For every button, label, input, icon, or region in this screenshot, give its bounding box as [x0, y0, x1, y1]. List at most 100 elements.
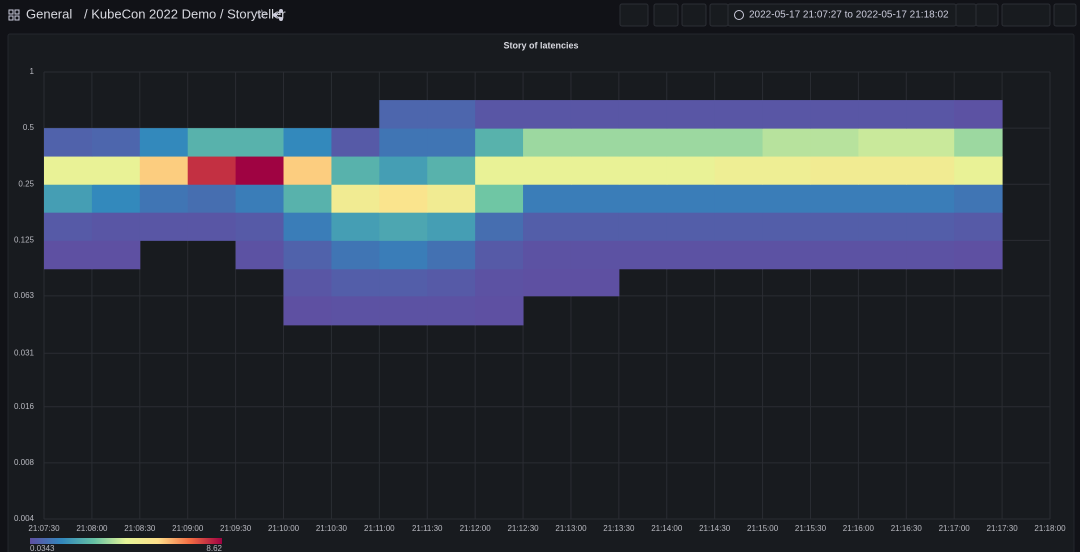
heatmap-cell — [523, 100, 572, 129]
heatmap-cell — [762, 184, 811, 213]
heatmap-cell — [187, 128, 237, 157]
heatmap-cell — [91, 212, 141, 241]
heatmap-cell — [810, 100, 859, 129]
heatmap-cell — [762, 156, 811, 185]
heatmap-cell — [139, 128, 189, 157]
heatmap-plot: 10.50.250.1250.0630.0310.0160.0080.00421… — [14, 67, 1066, 552]
y-tick-label: 0.125 — [14, 235, 35, 244]
y-tick-label: 1 — [30, 67, 35, 76]
x-tick-label: 21:14:30 — [699, 524, 731, 533]
zoom-out-button[interactable] — [975, 3, 999, 27]
heatmap-cell — [523, 212, 572, 241]
heatmap-cell — [283, 268, 332, 297]
heatmap-cell — [570, 212, 620, 241]
heatmap-cell — [570, 268, 620, 297]
heatmap-cell — [762, 100, 811, 129]
heatmap-cell — [475, 100, 524, 129]
heatmap-cell — [427, 184, 476, 213]
heatmap-cell — [523, 268, 572, 297]
star-icon[interactable]: ☆ — [256, 6, 268, 21]
color-scale — [30, 538, 222, 544]
heatmap-cell — [858, 128, 907, 157]
heatmap-cell — [91, 240, 141, 270]
heatmap-cell — [187, 184, 237, 213]
x-tick-label: 21:09:00 — [172, 524, 204, 533]
heatmap-cell — [91, 128, 141, 157]
heatmap-cell — [475, 240, 524, 270]
heatmap-cell — [906, 128, 955, 157]
time-forward-button[interactable] — [955, 3, 977, 27]
x-tick-label: 21:13:00 — [555, 524, 587, 533]
breadcrumb-root[interactable]: General — [26, 6, 72, 21]
heatmap-cell — [331, 128, 380, 157]
x-tick-label: 21:11:00 — [364, 524, 395, 533]
heatmap-cell — [475, 128, 524, 157]
heatmap-cell — [762, 212, 811, 241]
heatmap-cell — [331, 212, 380, 241]
heatmap-cell — [44, 212, 93, 241]
x-tick-label: 21:08:00 — [76, 524, 108, 533]
heatmap-cell — [235, 240, 285, 270]
heatmap-cell — [91, 184, 141, 213]
heatmap-cell — [427, 128, 476, 157]
heatmap-cell — [427, 156, 476, 185]
heatmap-cell — [475, 268, 524, 297]
heatmap-cell — [762, 128, 811, 157]
view-mode-button[interactable] — [1053, 3, 1077, 27]
heatmap-cell — [331, 295, 380, 326]
heatmap-cell — [187, 156, 237, 185]
share-icon[interactable] — [273, 9, 283, 21]
add-panel-button[interactable] — [619, 3, 649, 27]
color-scale-min: 0.0343 — [30, 544, 55, 552]
heatmap-cell — [666, 128, 716, 157]
heatmap-cell — [570, 240, 620, 270]
heatmap-cell — [139, 156, 189, 185]
heatmap-cell — [235, 212, 285, 241]
panel-title: Story of latencies — [503, 40, 578, 50]
heatmap-cell — [666, 240, 716, 270]
y-tick-label: 0.063 — [14, 291, 35, 300]
x-tick-label: 21:11:30 — [412, 524, 443, 533]
heatmap-cell — [666, 100, 716, 129]
heatmap-cell — [618, 184, 668, 213]
heatmap-cell — [714, 128, 764, 157]
heatmap-cell — [331, 240, 380, 270]
time-back-button[interactable] — [709, 3, 729, 27]
heatmap-cell — [954, 240, 1003, 270]
heatmap-cell — [379, 240, 428, 270]
heatmap-cell — [283, 156, 332, 185]
heatmap-cell — [44, 128, 93, 157]
heatmap-cell — [379, 184, 428, 213]
time-range[interactable]: 2022-05-17 21:07:27 to 2022-05-17 21:18:… — [749, 10, 949, 21]
heatmap-cell — [235, 184, 285, 213]
y-tick-label: 0.004 — [14, 514, 35, 523]
heatmap-cell — [954, 184, 1003, 213]
heatmap-cell — [858, 240, 907, 270]
y-tick-label: 0.25 — [18, 179, 34, 188]
save-button[interactable] — [653, 3, 679, 27]
heatmap-cell — [714, 156, 764, 185]
x-tick-label: 21:17:00 — [939, 524, 971, 533]
x-tick-label: 21:07:30 — [28, 524, 60, 533]
dashboard-icon[interactable] — [8, 9, 20, 21]
x-tick-label: 21:13:30 — [603, 524, 635, 533]
heatmap-cell — [475, 184, 524, 213]
x-tick-label: 21:09:30 — [220, 524, 252, 533]
x-tick-label: 21:08:30 — [124, 524, 156, 533]
heatmap-cell — [139, 184, 189, 213]
clock-icon — [734, 10, 744, 20]
heatmap-cell — [427, 212, 476, 241]
heatmap-cell — [810, 156, 859, 185]
heatmap-cell — [523, 184, 572, 213]
heatmap-cell — [858, 184, 907, 213]
y-tick-label: 0.031 — [14, 348, 35, 357]
heatmap-cell — [858, 156, 907, 185]
heatmap-cell — [331, 156, 380, 185]
heatmap-cell — [858, 212, 907, 241]
settings-button[interactable] — [681, 3, 707, 27]
heatmap-cell — [618, 100, 668, 129]
refresh-button[interactable] — [1001, 3, 1051, 27]
y-tick-label: 0.008 — [14, 458, 35, 467]
breadcrumb-path[interactable]: / KubeCon 2022 Demo / Storyteller — [84, 6, 286, 21]
heatmap-cell — [427, 268, 476, 297]
